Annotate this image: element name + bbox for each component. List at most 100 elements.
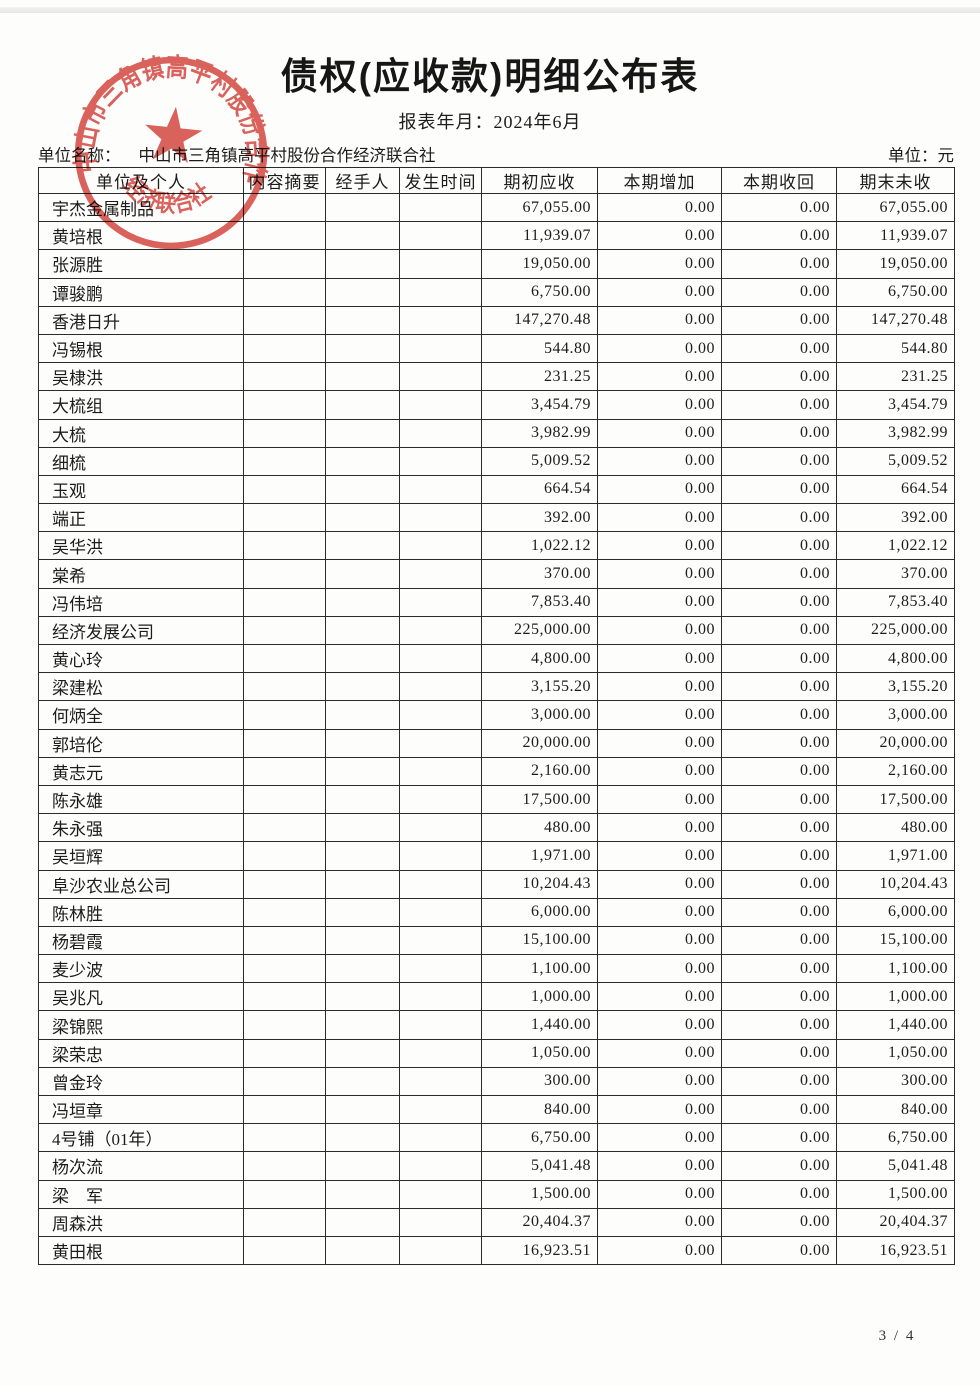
cell-period-recovered: 0.00	[721, 559, 837, 589]
cell-period-recovered: 0.00	[721, 841, 837, 871]
cell-closing-unreceived: 300.00	[836, 1066, 955, 1097]
cell-period-increase: 0.00	[597, 474, 722, 505]
cell-debtor-name: 麦少波	[38, 954, 244, 984]
cell-opening-receivable: 3,000.00	[481, 700, 598, 730]
table-row: 黄田根 16,923.51 0.00 0.00 16,923.51	[38, 1235, 955, 1266]
cell-closing-unreceived: 10,204.43	[836, 869, 955, 899]
cell-content-summary	[243, 390, 326, 420]
cell-occur-date	[399, 728, 482, 758]
table-row: 郭培伦 20,000.00 0.00 0.00 20,000.00	[38, 728, 955, 758]
cell-occur-date	[399, 1151, 482, 1181]
cell-opening-receivable: 1,100.00	[481, 954, 598, 984]
cell-period-recovered: 0.00	[721, 954, 837, 984]
cell-period-recovered: 0.00	[721, 277, 837, 307]
cell-handler	[325, 192, 400, 223]
cell-closing-unreceived: 67,055.00	[836, 192, 955, 223]
cell-content-summary	[243, 1235, 326, 1266]
cell-debtor-name: 陈永雄	[38, 784, 244, 815]
cell-closing-unreceived: 480.00	[836, 813, 955, 843]
table-body: 宇杰金属制品 67,055.00 0.00 0.00 67,055.00 黄培根 11,93…	[38, 192, 955, 1266]
scan-artifact-band	[0, 7, 980, 13]
cell-period-recovered: 0.00	[721, 672, 837, 702]
table-row: 黄心玲 4,800.00 0.00 0.00 4,800.00	[38, 643, 955, 674]
cell-closing-unreceived: 16,923.51	[836, 1235, 955, 1266]
cell-closing-unreceived: 225,000.00	[836, 615, 955, 646]
cell-debtor-name: 冯垣章	[38, 1094, 244, 1125]
cell-handler	[325, 925, 400, 956]
table-row: 陈永雄 17,500.00 0.00 0.00 17,500.00	[38, 784, 955, 815]
cell-period-increase: 0.00	[597, 615, 722, 646]
cell-opening-receivable: 3,155.20	[481, 672, 598, 702]
cell-content-summary	[243, 221, 326, 251]
cell-handler	[325, 446, 400, 476]
cell-occur-date	[399, 503, 482, 533]
cell-period-increase: 0.00	[597, 1094, 722, 1125]
cell-opening-receivable: 6,750.00	[481, 1123, 598, 1153]
table-row: 朱永强 480.00 0.00 0.00 480.00	[38, 813, 955, 843]
cell-period-recovered: 0.00	[721, 503, 837, 533]
cell-opening-receivable: 664.54	[481, 474, 598, 505]
cell-occur-date	[399, 615, 482, 646]
cell-period-increase: 0.00	[597, 559, 722, 589]
cell-content-summary	[243, 954, 326, 984]
cell-period-recovered: 0.00	[721, 221, 837, 251]
cell-opening-receivable: 1,022.12	[481, 531, 598, 561]
cell-handler	[325, 1235, 400, 1266]
cell-period-recovered: 0.00	[721, 1235, 837, 1266]
cell-debtor-name: 宇杰金属制品	[38, 192, 244, 223]
table-row: 黄志元 2,160.00 0.00 0.00 2,160.00	[38, 756, 955, 786]
cell-content-summary	[243, 418, 326, 448]
cell-debtor-name: 吴华洪	[38, 531, 244, 561]
cell-occur-date	[399, 954, 482, 984]
cell-debtor-name: 梁建松	[38, 672, 244, 702]
cell-opening-receivable: 15,100.00	[481, 925, 598, 956]
cell-occur-date	[399, 418, 482, 448]
cell-content-summary	[243, 362, 326, 392]
cell-content-summary	[243, 277, 326, 307]
table-row: 吴兆凡 1,000.00 0.00 0.00 1,000.00	[38, 982, 955, 1012]
cell-period-increase: 0.00	[597, 1038, 722, 1068]
report-period-label: 报表年月：	[398, 112, 494, 132]
cell-debtor-name: 郭培伦	[38, 728, 244, 758]
cell-period-recovered: 0.00	[721, 474, 837, 505]
table-row: 陈林胜 6,000.00 0.00 0.00 6,000.00	[38, 897, 955, 927]
cell-period-increase: 0.00	[597, 418, 722, 448]
cell-period-increase: 0.00	[597, 728, 722, 758]
cell-debtor-name: 黄心玲	[38, 643, 244, 674]
cell-content-summary	[243, 1123, 326, 1153]
cell-period-recovered: 0.00	[721, 925, 837, 956]
cell-handler	[325, 869, 400, 899]
cell-closing-unreceived: 370.00	[836, 559, 955, 589]
cell-closing-unreceived: 147,270.48	[836, 305, 955, 335]
cell-opening-receivable: 19,050.00	[481, 249, 598, 279]
cell-closing-unreceived: 4,800.00	[836, 643, 955, 674]
cell-content-summary	[243, 446, 326, 476]
cell-period-recovered: 0.00	[721, 982, 837, 1012]
cell-period-increase: 0.00	[597, 390, 722, 420]
cell-content-summary	[243, 982, 326, 1012]
cell-closing-unreceived: 3,155.20	[836, 672, 955, 702]
cell-debtor-name: 梁 军	[38, 1179, 244, 1209]
cell-content-summary	[243, 192, 326, 223]
cell-opening-receivable: 4,800.00	[481, 643, 598, 674]
cell-occur-date	[399, 333, 482, 364]
cell-handler	[325, 897, 400, 927]
cell-period-increase: 0.00	[597, 1207, 722, 1237]
table-row: 黄培根 11,939.07 0.00 0.00 11,939.07	[38, 221, 955, 251]
cell-handler	[325, 362, 400, 392]
cell-period-recovered: 0.00	[721, 756, 837, 786]
cell-occur-date	[399, 756, 482, 786]
page-number: 3 / 4	[878, 1328, 916, 1344]
cell-opening-receivable: 231.25	[481, 362, 598, 392]
cell-content-summary	[243, 1207, 326, 1237]
cell-debtor-name: 端正	[38, 503, 244, 533]
table-row: 麦少波 1,100.00 0.00 0.00 1,100.00	[38, 954, 955, 984]
cell-opening-receivable: 2,160.00	[481, 756, 598, 786]
cell-handler	[325, 305, 400, 335]
cell-debtor-name: 大梳	[38, 418, 244, 448]
cell-period-recovered: 0.00	[721, 1207, 837, 1237]
cell-handler	[325, 277, 400, 307]
cell-handler	[325, 813, 400, 843]
table-row: 吴华洪 1,022.12 0.00 0.00 1,022.12	[38, 531, 955, 561]
cell-closing-unreceived: 1,500.00	[836, 1179, 955, 1209]
